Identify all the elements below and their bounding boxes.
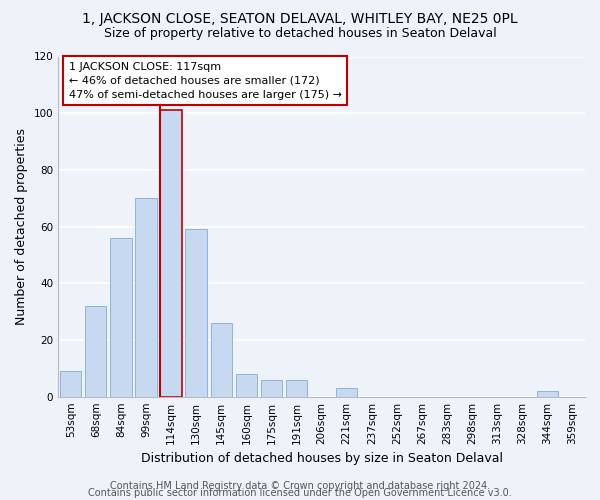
Text: Contains public sector information licensed under the Open Government Licence v3: Contains public sector information licen…	[88, 488, 512, 498]
Bar	[110, 238, 131, 396]
Bar	[336, 388, 358, 396]
Bar	[286, 380, 307, 396]
Bar	[537, 391, 558, 396]
Bar	[160, 110, 182, 397]
Text: 1 JACKSON CLOSE: 117sqm
← 46% of detached houses are smaller (172)
47% of semi-d: 1 JACKSON CLOSE: 117sqm ← 46% of detache…	[69, 62, 342, 100]
Text: Size of property relative to detached houses in Seaton Delaval: Size of property relative to detached ho…	[104, 28, 496, 40]
Bar	[136, 198, 157, 396]
Bar	[85, 306, 106, 396]
Text: Contains HM Land Registry data © Crown copyright and database right 2024.: Contains HM Land Registry data © Crown c…	[110, 481, 490, 491]
Bar	[185, 230, 207, 396]
X-axis label: Distribution of detached houses by size in Seaton Delaval: Distribution of detached houses by size …	[140, 452, 503, 465]
Bar	[60, 371, 82, 396]
Text: 1, JACKSON CLOSE, SEATON DELAVAL, WHITLEY BAY, NE25 0PL: 1, JACKSON CLOSE, SEATON DELAVAL, WHITLE…	[82, 12, 518, 26]
Bar	[236, 374, 257, 396]
Bar	[211, 323, 232, 396]
Bar	[261, 380, 282, 396]
Y-axis label: Number of detached properties: Number of detached properties	[15, 128, 28, 325]
